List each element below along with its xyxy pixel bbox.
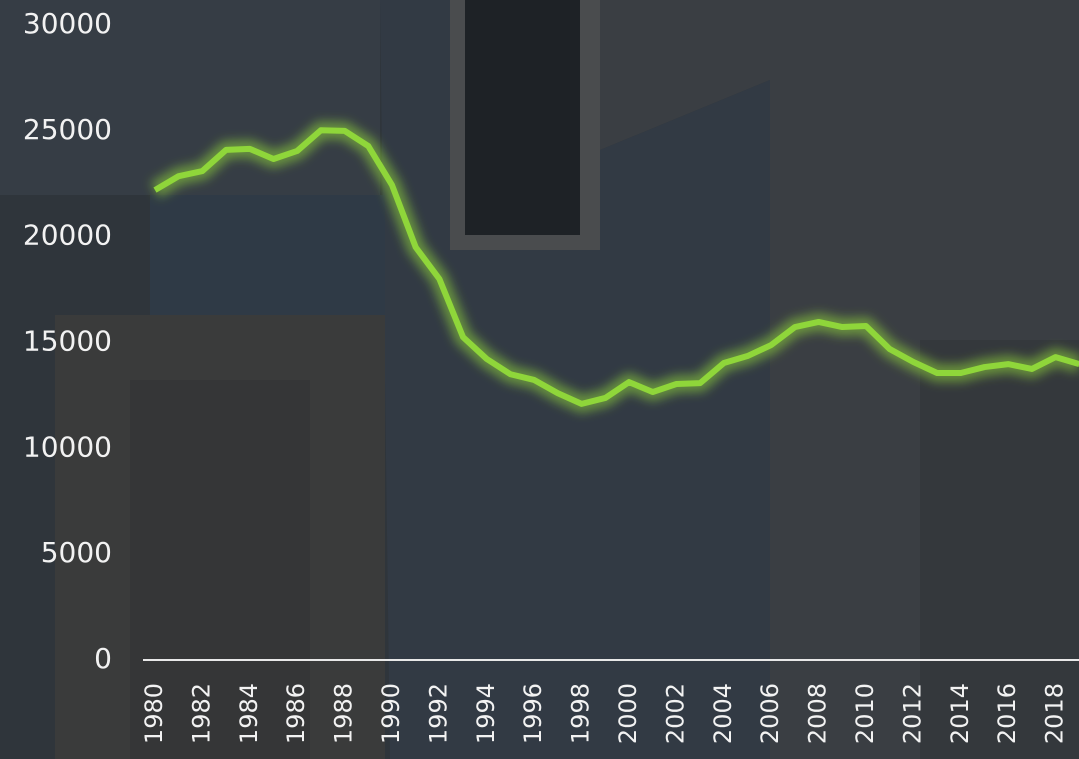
- x-tick-label: 2014: [946, 683, 974, 744]
- x-tick-label: 1986: [282, 683, 310, 744]
- x-tick-label: 1998: [567, 683, 595, 744]
- x-tick-label: 2006: [756, 683, 784, 744]
- line: [153, 127, 1079, 407]
- x-tick-label: 2018: [1041, 683, 1069, 744]
- y-tick-label: 10000: [23, 430, 112, 463]
- x-tick-label: 2004: [709, 683, 737, 744]
- x-tick-label: 1996: [519, 683, 547, 744]
- y-tick-label: 20000: [23, 219, 112, 252]
- x-tick-label: 2012: [898, 683, 926, 744]
- x-tick-label: 1988: [330, 683, 358, 744]
- y-tick-label: 0: [94, 642, 112, 675]
- x-tick-label: 1984: [235, 683, 263, 744]
- x-tick-label: 2010: [851, 683, 879, 744]
- y-tick-label: 30000: [23, 7, 112, 40]
- y-tick-label: 15000: [23, 325, 112, 358]
- x-tick-label: 1994: [472, 683, 500, 744]
- x-tick-label: 2000: [614, 683, 642, 744]
- x-tick-label: 1982: [187, 683, 215, 744]
- y-tick-label: 25000: [23, 113, 112, 146]
- y-tick-label: 5000: [41, 536, 112, 569]
- x-tick-label: 2008: [804, 683, 832, 744]
- x-tick-label: 1992: [424, 683, 452, 744]
- x-tick-label: 1980: [140, 683, 168, 744]
- x-tick-label: 2016: [993, 683, 1021, 744]
- x-tick-label: 1990: [377, 683, 405, 744]
- x-tick-label: 2002: [661, 683, 689, 744]
